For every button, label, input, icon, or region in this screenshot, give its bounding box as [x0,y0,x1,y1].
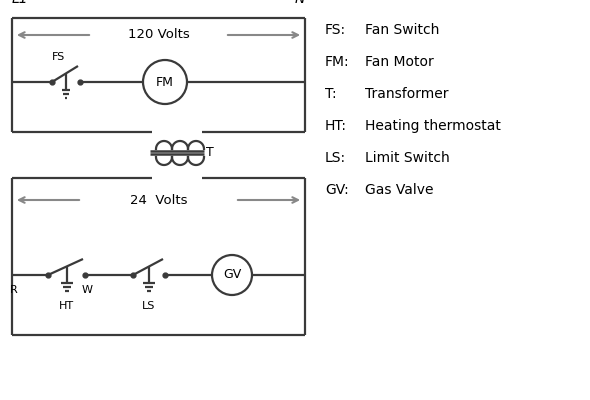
Text: Transformer: Transformer [365,87,448,101]
Text: Fan Motor: Fan Motor [365,55,434,69]
Text: Heating thermostat: Heating thermostat [365,119,501,133]
Text: HT: HT [59,301,74,311]
Text: FM: FM [156,76,174,88]
Text: W: W [81,285,93,295]
Text: Limit Switch: Limit Switch [365,151,450,165]
Text: LS:: LS: [325,151,346,165]
Text: GV: GV [223,268,241,282]
Text: FS:: FS: [325,23,346,37]
Text: FS: FS [52,52,65,62]
Text: L1: L1 [12,0,29,6]
Text: T:: T: [325,87,337,101]
Text: FM:: FM: [325,55,350,69]
Text: GV:: GV: [325,183,349,197]
Text: HT:: HT: [325,119,347,133]
Text: Fan Switch: Fan Switch [365,23,440,37]
Text: T: T [206,146,214,160]
Text: 24  Volts: 24 Volts [130,194,187,206]
Text: LS: LS [142,301,156,311]
Text: N: N [294,0,305,6]
Text: R: R [10,285,18,295]
Text: Gas Valve: Gas Valve [365,183,434,197]
Text: 120 Volts: 120 Volts [127,28,189,42]
